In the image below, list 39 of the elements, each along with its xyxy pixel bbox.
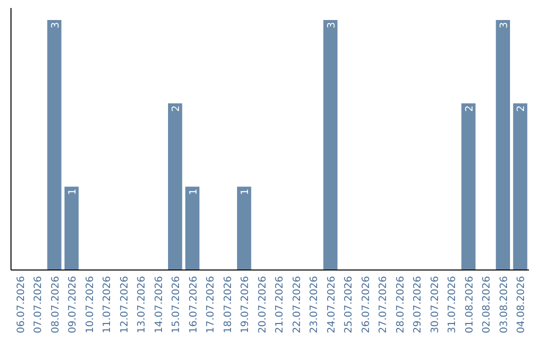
x-tick-label: 29.07.2026 xyxy=(412,276,424,334)
x-tick-label: 26.07.2026 xyxy=(360,276,372,334)
x-tick-label: 20.07.2026 xyxy=(257,276,268,334)
x-tick-label: 19.07.2026 xyxy=(240,276,252,334)
x-tick-label: 12.07.2026 xyxy=(119,276,130,334)
data-label: 1 xyxy=(240,188,252,196)
x-tick-label: 02.08.2026 xyxy=(482,276,493,334)
x-tick-label: 25.07.2026 xyxy=(344,276,355,334)
x-tick-label: 04.08.2026 xyxy=(516,276,528,334)
x-tick-label: 07.07.2026 xyxy=(33,276,44,334)
data-label: 1 xyxy=(188,188,200,196)
x-tick-label: 28.07.2026 xyxy=(395,276,406,334)
x-tick-label: 21.07.2026 xyxy=(274,276,286,334)
x-tick-label: 23.07.2026 xyxy=(309,276,320,334)
data-label: 2 xyxy=(516,105,528,112)
x-tick-label: 18.07.2026 xyxy=(222,276,234,334)
x-tick-label: 27.07.2026 xyxy=(378,276,390,334)
x-tick-label: 22.07.2026 xyxy=(292,276,303,334)
x-tick-label: 11.07.2026 xyxy=(102,276,114,334)
x-tick-label: 09.07.2026 xyxy=(68,276,79,334)
x-tick-label: 30.07.2026 xyxy=(430,276,441,334)
x-tick-label: 08.07.2026 xyxy=(50,276,62,334)
x-tick-label: 01.08.2026 xyxy=(464,276,476,334)
data-label: 3 xyxy=(326,22,338,28)
x-tick-label: 06.07.2026 xyxy=(16,276,27,334)
data-label: 2 xyxy=(171,105,182,112)
x-tick-label: 03.08.2026 xyxy=(498,276,510,334)
x-tick-label: 24.07.2026 xyxy=(326,276,338,334)
data-label: 2 xyxy=(464,105,476,112)
x-tick-label: 15.07.2026 xyxy=(171,276,182,334)
x-tick-label: 13.07.2026 xyxy=(136,276,148,334)
x-tick-label: 10.07.2026 xyxy=(84,276,96,334)
data-label: 3 xyxy=(498,22,510,28)
x-tick-label: 16.07.2026 xyxy=(188,276,200,334)
x-tick-label: 17.07.2026 xyxy=(206,276,217,334)
data-label: 3 xyxy=(50,22,62,28)
x-tick-label: 31.07.2026 xyxy=(447,276,458,334)
data-label: 1 xyxy=(68,188,79,196)
x-tick-label: 14.07.2026 xyxy=(154,276,165,334)
